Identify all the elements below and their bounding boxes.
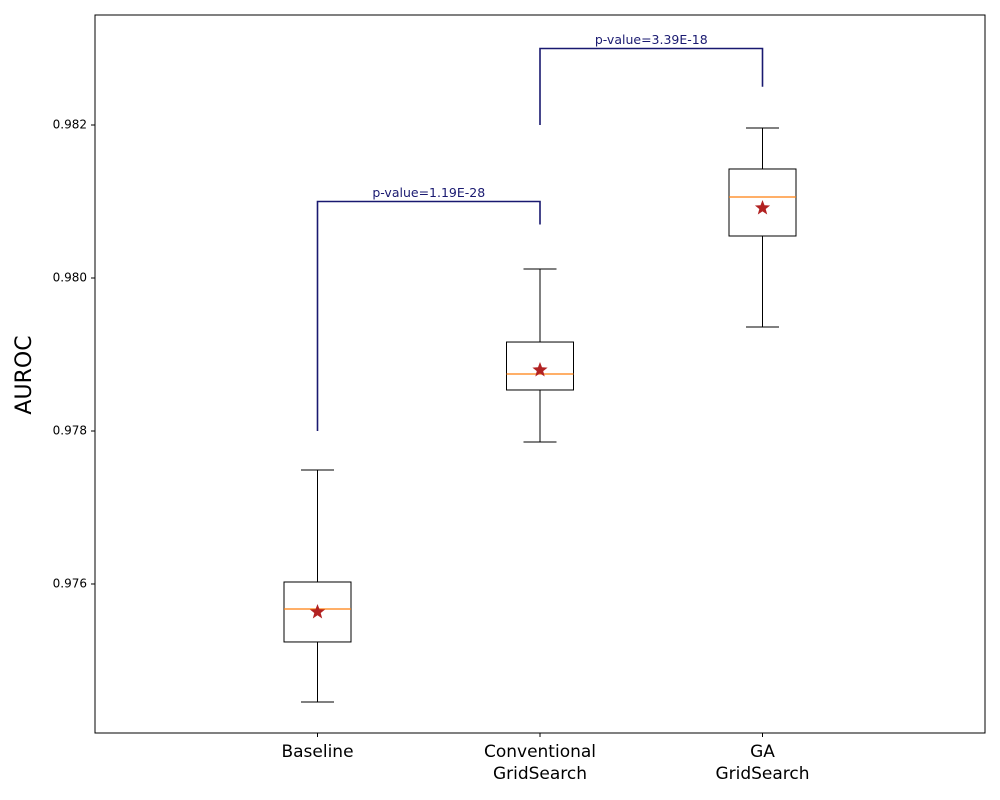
significance-bracket xyxy=(539,47,764,126)
x-tick-label: GA GridSearch xyxy=(715,742,810,784)
mean-marker xyxy=(754,200,771,215)
mean-marker xyxy=(532,362,548,377)
box xyxy=(728,168,797,237)
box xyxy=(283,581,352,643)
y-tick-label: 0.982 xyxy=(53,118,87,132)
x-tick-label: Conventional GridSearch xyxy=(483,742,597,784)
p-value-label: p-value=3.39E-18 xyxy=(595,32,708,47)
y-axis-label: AUROC xyxy=(12,335,37,414)
mean-marker xyxy=(309,604,326,619)
box xyxy=(506,341,574,391)
y-tick-label: 0.978 xyxy=(53,423,87,437)
p-value-label: p-value=1.19E-28 xyxy=(372,185,485,200)
significance-bracket xyxy=(316,200,541,431)
y-tick-label: 0.976 xyxy=(53,576,87,590)
y-tick-label: 0.980 xyxy=(53,270,87,284)
x-tick-label: Baseline xyxy=(281,742,354,762)
